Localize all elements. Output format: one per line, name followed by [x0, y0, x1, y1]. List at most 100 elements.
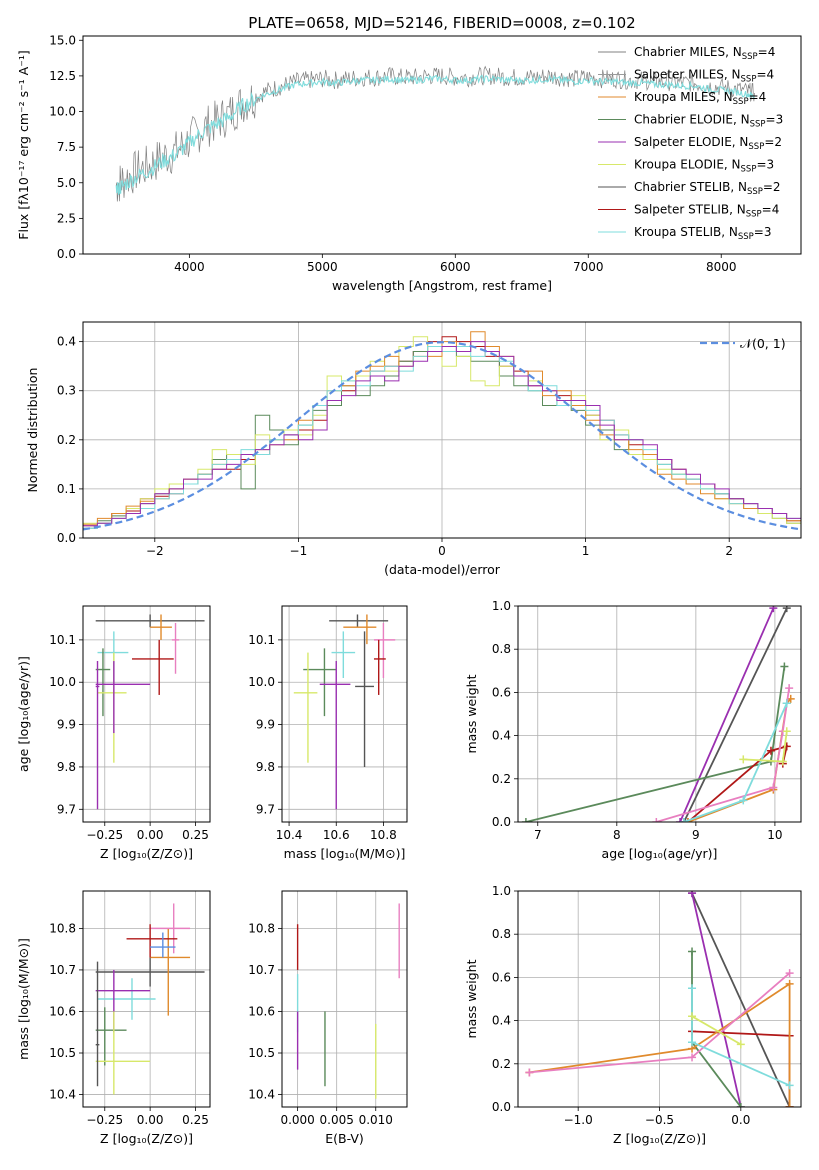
error-bar-point	[355, 631, 374, 767]
x-axis-label: age [log₁₀(age/yr)]	[602, 846, 718, 861]
plus-marker	[782, 727, 791, 736]
panel-normed-distribution: −2 −1 0 1 2 0.0 0.1 0.2 0.3 0.4 (data-model)/error…	[25, 321, 802, 577]
error-bar-point	[95, 1011, 151, 1095]
x-tick-label: −2	[146, 544, 164, 558]
x-axis-label: (data-model)/error	[384, 562, 501, 577]
x-tick-label: 7	[534, 828, 542, 842]
y-tick-label: 0.0	[492, 1100, 511, 1114]
y-tick-label: 0.0	[57, 531, 76, 545]
plus-marker	[688, 947, 697, 956]
y-tick-label: 10.1	[248, 633, 275, 647]
y-tick-label: 0.4	[492, 729, 511, 743]
y-tick-label: 1.0	[492, 599, 511, 613]
plus-marker	[736, 1040, 745, 1049]
y-axis-label: age [log₁₀(age/yr)]	[16, 656, 31, 772]
x-tick-label: 0.005	[320, 1113, 354, 1127]
x-tick-label: 0.25	[182, 1113, 209, 1127]
y-tick-label: 9.8	[256, 760, 275, 774]
weight-line	[691, 1015, 742, 1046]
plus-marker	[521, 818, 530, 822]
error-bar-point	[343, 614, 377, 645]
plus-marker	[652, 818, 661, 822]
x-tick-label: 5000	[307, 260, 338, 274]
x-tick-label: 0.000	[280, 1113, 314, 1127]
x-tick-label: 6000	[440, 260, 471, 274]
y-tick-label: 10.6	[248, 1004, 275, 1018]
weight-line	[691, 892, 742, 1107]
plus-marker	[739, 796, 748, 805]
y-tick-label: 10.7	[248, 963, 275, 977]
panel-mass-weight-vs-age: 7 8 9 10 0.0 0.2 0.4 0.6 0.8 1.0 age [log₁₀(age/yr…	[464, 599, 802, 861]
legend-label: Kroupa MILES, NSSP=4	[634, 90, 766, 107]
plot-area	[115, 65, 755, 202]
y-tick-label: 0.6	[492, 970, 511, 984]
legend-label: Kroupa ELODIE, NSSP=3	[634, 158, 774, 175]
weight-line	[691, 892, 791, 1107]
normal-curve	[83, 341, 801, 531]
y-tick-label: 0.8	[492, 927, 511, 941]
x-tick-label: 7000	[573, 260, 604, 274]
plus-marker	[688, 1038, 697, 1047]
x-tick-label: −0.25	[86, 1113, 123, 1127]
error-bar-point	[319, 661, 351, 810]
y-tick-label: 0.2	[492, 1057, 511, 1071]
y-tick-label: 9.8	[57, 760, 76, 774]
error-bar-point	[329, 614, 389, 628]
error-bar-point	[97, 978, 156, 1020]
legend-label: Chabrier MILES, NSSP=4	[634, 45, 775, 62]
plot-area	[83, 322, 801, 538]
legend-label: Chabrier ELODIE, NSSP=3	[634, 113, 783, 130]
legend-label: Salpeter STELIB, NSSP=4	[634, 203, 779, 220]
y-tick-label: 1.0	[492, 884, 511, 898]
x-tick-label: 4000	[174, 260, 205, 274]
x-tick-label: 10	[767, 828, 782, 842]
error-bar-point	[171, 622, 180, 674]
plus-marker	[688, 1053, 697, 1062]
panel-mass-weight-vs-Z: −1.0 −0.5 0.0 0.0 0.2 0.4 0.6 0.8 1.0 Z [log₁₀(Z/…	[464, 884, 802, 1146]
panel-age-vs-mass: 10.4 10.6 10.8 9.7 9.8 9.9 10.0 10.1 mass [log₁₀…	[248, 605, 408, 861]
axes-frame	[82, 605, 211, 823]
plus-marker	[688, 984, 697, 993]
axes-frame	[82, 321, 802, 539]
error-bar-point	[373, 639, 386, 695]
weight-line	[679, 607, 775, 822]
plus-marker	[769, 783, 778, 792]
panel-spectrum: 4000 5000 6000 7000 8000 0.0 2.5 5.0 7.5 10.0 12.5…	[16, 33, 802, 293]
x-axis-label: Z [log₁₀(Z/Z⊙)]	[100, 1131, 193, 1146]
weight-line	[683, 607, 788, 822]
plus-marker	[785, 1103, 794, 1107]
error-bar-point	[95, 661, 100, 810]
spectrum-line	[115, 65, 755, 202]
plus-marker	[782, 606, 791, 613]
error-bar-point	[126, 924, 178, 958]
x-tick-label: −1	[290, 544, 308, 558]
error-bar-point	[303, 648, 337, 717]
x-tick-label: 10.8	[370, 828, 397, 842]
x-axis-label: wavelength [Angstrom, rest frame]	[332, 278, 552, 293]
x-tick-label: −0.25	[86, 828, 123, 842]
panel-mass-vs-Z: −0.25 0.00 0.25 10.4 10.5 10.6 10.7 10.8 Z [log₁…	[16, 890, 211, 1146]
x-tick-label: 0.25	[182, 828, 209, 842]
legend-label: Chabrier STELIB, NSSP=2	[634, 180, 781, 197]
x-tick-label: 0	[438, 544, 446, 558]
y-tick-label: 9.7	[57, 802, 76, 816]
plus-marker	[688, 891, 697, 898]
plus-marker	[780, 662, 789, 671]
y-axis-label: Flux [fλ10⁻¹⁷ erg cm⁻² s⁻¹ A⁻¹]	[16, 50, 31, 239]
axes-frame	[281, 890, 408, 1108]
y-axis-label: mass weight	[464, 959, 479, 1038]
error-bar-point	[150, 903, 191, 954]
y-tick-label: 0.2	[492, 772, 511, 786]
error-bar-point	[95, 661, 151, 734]
x-axis-label: mass [log₁₀(M/M⊙)]	[284, 846, 406, 861]
plus-marker	[739, 755, 748, 764]
weight-line	[525, 666, 786, 822]
y-tick-label: 2.5	[57, 211, 76, 225]
x-tick-label: −1.0	[564, 1113, 593, 1127]
y-axis-label: mass weight	[464, 674, 479, 753]
y-tick-label: 9.9	[256, 718, 275, 732]
plus-marker	[785, 979, 794, 988]
x-tick-label: 0.0	[731, 1113, 750, 1127]
error-bar-point	[293, 652, 318, 763]
x-tick-label: 10.6	[323, 828, 350, 842]
